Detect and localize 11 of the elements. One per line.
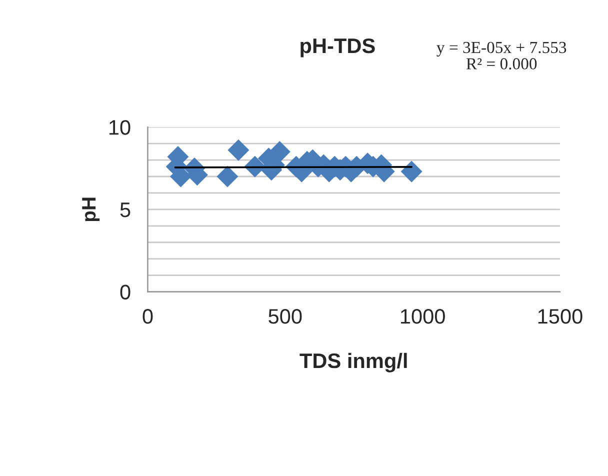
x-tick-label: 0 [142,309,153,324]
chart-title: pH-TDS [300,38,375,58]
x-tick-label: 1000 [400,309,445,324]
y-tick-label: 5 [120,202,130,218]
y-tick-label: 10 [109,120,130,135]
x-axis-title: TDS inmg/l [300,352,407,372]
x-tick-label: 500 [268,309,302,324]
x-tick-label: 1500 [538,309,582,324]
y-tick-label: 0 [120,284,130,300]
y-axis-title: pH [82,198,100,222]
text: y = 3E-05x + 7.553 R² = 0.000 [436,42,566,70]
